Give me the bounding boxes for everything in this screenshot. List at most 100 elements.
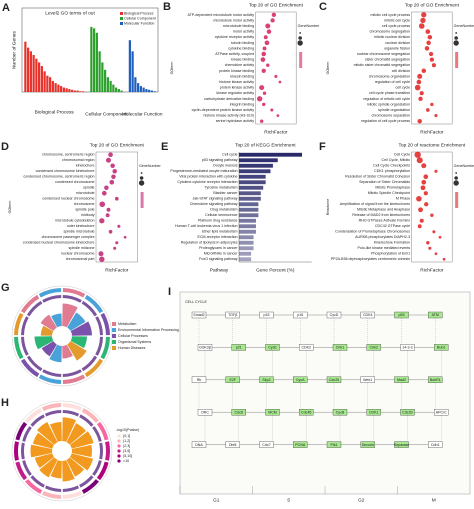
ring-segment [62, 295, 82, 303]
bar [239, 158, 278, 163]
bar [137, 83, 140, 92]
bar [239, 213, 259, 218]
x-axis-label: RichFactor [420, 267, 444, 273]
gene-box [434, 344, 449, 351]
group-label: Cellular Component [85, 111, 128, 117]
radial-bar [49, 422, 62, 442]
term-label: cell cycle phase transition [369, 91, 410, 95]
dot [442, 257, 446, 261]
bar [239, 251, 252, 256]
bar [24, 41, 27, 92]
dot [416, 79, 422, 85]
bar [239, 174, 266, 179]
term-label: Mitotic Spindle Checkpoint [368, 191, 410, 195]
bar [76, 90, 79, 92]
gene-label: PCNA [295, 443, 306, 447]
chart-title: Top 20 of GO Enrichment [249, 2, 304, 8]
gene-label: CDK4 [363, 313, 373, 317]
term-label: chromosome segregation [370, 30, 411, 34]
term-label: Chemokine signaling pathway [190, 202, 238, 206]
radial-bar [70, 321, 92, 336]
term-label: spindle [83, 186, 94, 190]
bar [104, 69, 107, 92]
bar [73, 90, 76, 92]
bar [120, 90, 123, 92]
legend-title: GeneNumber [139, 164, 161, 168]
gene-label: Separase [394, 443, 409, 447]
term-label: spindle microtubule [64, 230, 95, 234]
gene-box [293, 376, 308, 383]
dot [259, 119, 264, 123]
gene-label: Wee1 [363, 378, 372, 382]
dot [414, 151, 421, 158]
y-axis-label: Number of Genes [11, 30, 17, 68]
gene-box [332, 344, 348, 351]
gene-label: Bub1 [437, 346, 445, 350]
radial-bar [37, 422, 58, 445]
radial-bar [51, 313, 62, 328]
dot [414, 84, 421, 91]
panel-letter: A [2, 2, 10, 14]
gene-box [265, 409, 280, 416]
dot [438, 235, 442, 239]
gene-label: Plk1 [331, 443, 338, 447]
term-label: chromosomal part [66, 257, 95, 261]
map-title: CELL CYCLE [185, 300, 207, 304]
y-axis-label: GOterm [170, 62, 174, 75]
legend-dot [117, 434, 121, 438]
bar [239, 152, 302, 157]
dot [117, 224, 121, 228]
term-label: integrin binding [230, 102, 254, 106]
dot [99, 218, 105, 224]
term-label: Polo-like kinase mediated events [358, 246, 411, 250]
term-label: cell division [392, 69, 410, 73]
bar [239, 196, 261, 201]
term-label: condensed chromosome, centromeric region [23, 175, 94, 179]
dot [431, 63, 436, 68]
term-label: AURKB phosphorylates DIAPH2-3 [355, 235, 410, 239]
color-bar [299, 52, 303, 68]
ring-segment [30, 475, 45, 488]
term-label: mitotic cell cycle [384, 18, 410, 22]
gene-box [197, 409, 213, 416]
ring-segment [38, 374, 62, 384]
radial-bar [67, 341, 87, 361]
gene-box [366, 409, 381, 416]
legend-swatch [112, 322, 116, 326]
ring-segment [100, 312, 110, 336]
bar [239, 191, 261, 196]
term-label: cytokine receptor activity [215, 35, 255, 39]
bar [27, 47, 30, 92]
radial-bar [32, 432, 55, 449]
dot [109, 179, 115, 185]
phase-label: S [287, 497, 290, 503]
term-label: mitotic spindle organization [367, 102, 410, 106]
legend-swatch [120, 17, 123, 20]
term-label: CDC42 GTPase cycle [375, 224, 410, 228]
ring-segment [81, 300, 98, 317]
plot-frame [411, 11, 453, 125]
gene-box [326, 441, 342, 448]
term-label: kinase binding [231, 58, 254, 62]
ring-segment [20, 358, 40, 378]
panel-letter: D [1, 141, 9, 153]
dot [418, 96, 423, 101]
ring-segment [42, 403, 62, 411]
dot [421, 68, 427, 74]
legend-title: GeneNumber [454, 24, 474, 28]
bar [131, 51, 134, 92]
bar [62, 87, 65, 92]
gene-box [394, 376, 409, 383]
gene-label: Cdc7 [262, 443, 270, 447]
term-label: microtubule motor activity [213, 18, 254, 22]
dot [105, 213, 110, 218]
radial-bar [34, 453, 55, 469]
dot [259, 85, 265, 91]
gene-label: APC/C [436, 410, 447, 414]
gene-label: Chk2 [370, 346, 378, 350]
bar [117, 89, 120, 92]
legend-label: Cellular Processes [118, 334, 148, 338]
dot [434, 169, 438, 173]
term-label: carbohydrate derivative binding [204, 97, 254, 101]
term-label: Human T-cell leukemia virus 1 infection [175, 224, 237, 228]
